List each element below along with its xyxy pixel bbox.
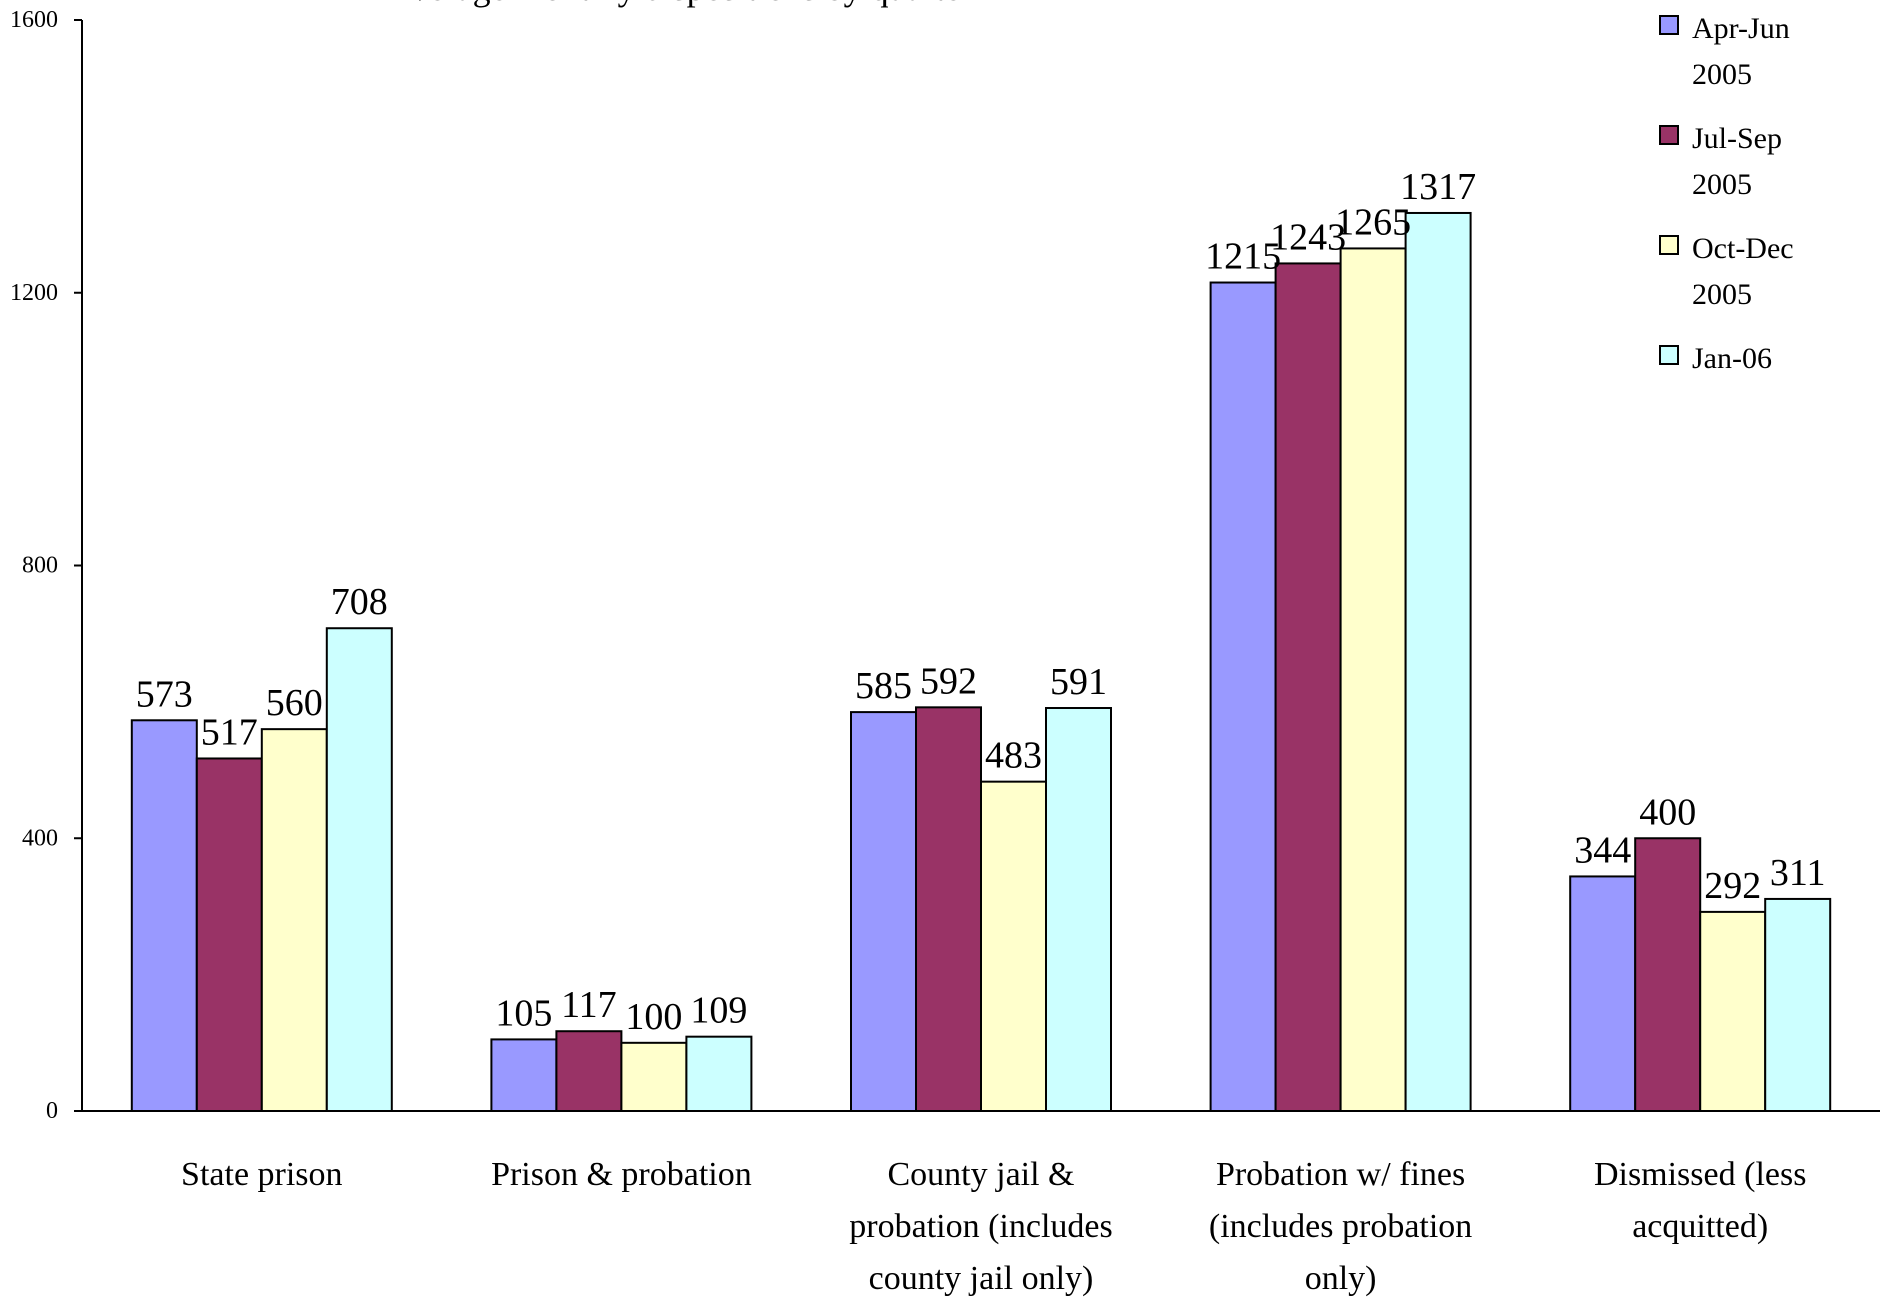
legend-label-line: Jan-06 bbox=[1692, 342, 1772, 375]
legend-label: Jul-Sep 2005 bbox=[1692, 122, 1782, 201]
bar bbox=[1209, 281, 1277, 1113]
chart-title: Average monthly dispositions by quarter bbox=[387, 0, 972, 8]
x-tick-label: Prison & probation bbox=[491, 1156, 752, 1193]
bar bbox=[915, 706, 982, 1113]
bar bbox=[850, 711, 917, 1113]
bar bbox=[1764, 897, 1832, 1113]
x-tick-label-line: Dismissed (less bbox=[1594, 1156, 1807, 1193]
x-tick-label-line: county jail only) bbox=[869, 1260, 1094, 1297]
bars-group bbox=[130, 211, 1832, 1113]
y-tick-label: 1600 bbox=[10, 7, 58, 33]
bar bbox=[1699, 910, 1767, 1113]
legend-label-line: 2005 bbox=[1692, 58, 1752, 91]
bar bbox=[260, 728, 328, 1113]
legend-label-line: Apr-Jun bbox=[1692, 12, 1790, 45]
data-label: 517 bbox=[201, 711, 258, 753]
data-label: 117 bbox=[561, 984, 617, 1026]
bar bbox=[490, 1038, 558, 1112]
y-tick-label: 0 bbox=[46, 1098, 58, 1124]
data-label: 1215 bbox=[1205, 236, 1281, 278]
data-label: 292 bbox=[1704, 865, 1761, 907]
bar bbox=[195, 757, 263, 1113]
data-label: 573 bbox=[136, 673, 193, 715]
x-tick-label-line: State prison bbox=[181, 1156, 342, 1193]
y-tick-label: 800 bbox=[22, 553, 58, 579]
x-tick-label-line: County jail & bbox=[888, 1156, 1075, 1193]
y-tick-label: 1200 bbox=[10, 280, 58, 306]
bar bbox=[1634, 837, 1702, 1112]
legend-swatch bbox=[1659, 235, 1679, 255]
x-tick-label: State prison bbox=[181, 1156, 342, 1193]
legend-swatch bbox=[1659, 125, 1679, 145]
x-tick-label-line: Prison & probation bbox=[491, 1156, 752, 1193]
data-label: 400 bbox=[1639, 791, 1696, 833]
x-tick-label-line: only) bbox=[1305, 1260, 1377, 1297]
x-tick-label-line: (includes probation bbox=[1209, 1208, 1472, 1245]
bar bbox=[555, 1030, 623, 1112]
bar bbox=[1404, 211, 1472, 1112]
data-label: 100 bbox=[625, 996, 682, 1038]
data-label: 1317 bbox=[1400, 166, 1476, 208]
data-label: 708 bbox=[331, 581, 388, 623]
x-axis: State prison Prison & probation County jai… bbox=[82, 1110, 1880, 1297]
x-tick-label: Probation w/ fines (includes probation onl… bbox=[1209, 1156, 1472, 1297]
data-label: 560 bbox=[266, 682, 323, 724]
legend-label-line: Jul-Sep bbox=[1692, 122, 1782, 155]
legend-label: Jan-06 bbox=[1692, 342, 1772, 375]
legend-label-line: 2005 bbox=[1692, 168, 1752, 201]
bar bbox=[1274, 262, 1342, 1112]
bar bbox=[1569, 875, 1637, 1112]
bar bbox=[130, 719, 198, 1113]
bar bbox=[1339, 247, 1407, 1113]
data-label: 592 bbox=[920, 660, 977, 702]
bar bbox=[980, 780, 1047, 1112]
data-label: 109 bbox=[690, 990, 747, 1032]
data-label: 591 bbox=[1050, 661, 1107, 703]
y-tick-label: 400 bbox=[22, 825, 58, 851]
legend-label-line: 2005 bbox=[1692, 278, 1752, 311]
bar bbox=[620, 1041, 688, 1112]
legend-swatch bbox=[1659, 15, 1679, 35]
x-tick-label: Dismissed (less acquitted) bbox=[1594, 1156, 1807, 1245]
bar bbox=[685, 1035, 753, 1113]
legend-label: Apr-Jun 2005 bbox=[1692, 12, 1790, 91]
data-label: 311 bbox=[1770, 852, 1826, 894]
bar bbox=[1045, 707, 1112, 1113]
data-label: 1243 bbox=[1270, 216, 1346, 258]
data-label: 483 bbox=[985, 735, 1042, 777]
data-label: 585 bbox=[855, 665, 912, 707]
data-label: 1265 bbox=[1335, 201, 1411, 243]
y-axis: 0 400 800 1200 1600 bbox=[10, 7, 83, 1124]
data-label: 105 bbox=[495, 992, 552, 1034]
x-tick-label: County jail & probation (includes county j… bbox=[849, 1156, 1112, 1297]
bar bbox=[325, 627, 393, 1112]
legend-label-line: Oct-Dec bbox=[1692, 232, 1794, 265]
x-tick-label-line: Probation w/ fines bbox=[1216, 1156, 1465, 1193]
x-tick-label-line: probation (includes bbox=[849, 1208, 1112, 1245]
legend-label: Oct-Dec 2005 bbox=[1692, 232, 1794, 311]
legend-swatch bbox=[1659, 345, 1679, 365]
data-label: 344 bbox=[1574, 829, 1631, 871]
x-tick-label-line: acquitted) bbox=[1632, 1208, 1768, 1245]
legend: Apr-Jun 2005 Jul-Sep 2005 Oct-Dec 2005 Jan-06 bbox=[1659, 12, 1794, 375]
